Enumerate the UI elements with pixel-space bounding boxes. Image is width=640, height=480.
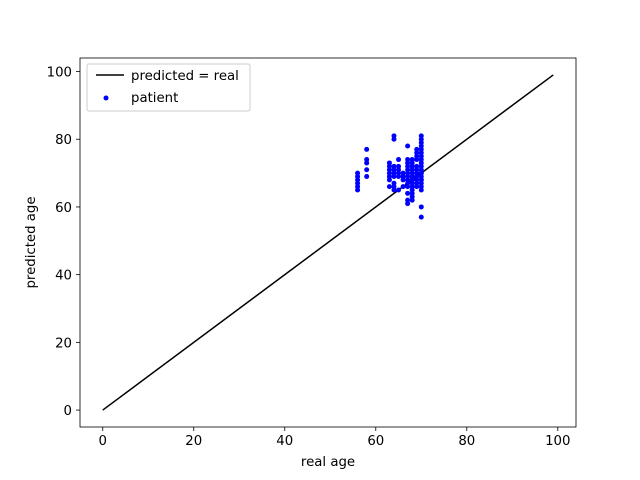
patient-point [391,180,397,186]
patient-point [364,167,370,173]
patient-point [396,163,402,169]
patient-point [364,157,370,163]
patient-point [414,163,420,169]
x-tick-label: 100 [545,434,570,449]
x-tick-label: 80 [458,434,475,449]
patient-point [364,173,370,179]
patient-point [418,204,424,210]
legend-box [86,63,251,112]
patient-point [405,143,411,149]
patient-point [405,197,411,203]
x-tick-label: 60 [367,434,384,449]
patient-point [364,146,370,152]
y-tick-label: 80 [55,133,72,148]
axes-frame [79,57,577,428]
x-axis-label: real age [301,455,355,470]
y-tick-label: 60 [55,201,72,216]
patient-point [386,160,392,166]
y-tick-label: 100 [47,66,72,81]
patient-point [405,190,411,196]
patient-point [400,184,406,190]
x-tick-label: 0 [99,434,107,449]
patient-point [400,170,406,176]
patient-point [391,163,397,169]
patient-point [405,157,411,163]
x-tick-label: 40 [276,434,293,449]
legend-point-swatch [103,95,109,101]
patient-point [355,170,361,176]
patient-point [414,146,420,152]
patient-point [418,170,424,176]
patient-point [418,214,424,220]
patient-point [396,187,402,193]
x-tick-label: 20 [185,434,202,449]
y-tick-label: 0 [64,404,72,419]
y-tick-label: 20 [55,336,72,351]
plot-area [102,74,554,411]
identity-line [102,74,554,411]
y-tick-label: 40 [55,269,72,284]
patient-point [418,177,424,183]
patient-point [396,157,402,163]
y-axis-label: predicted age [24,196,39,288]
tick-layer: 0 20 40 60 80 100 0 20 40 60 80 100 [47,66,571,449]
legend-label-line: predicted = real [131,69,239,84]
patient-point [391,133,397,139]
patient-point [409,157,415,163]
patient-point [418,133,424,139]
legend: predicted = real patient [86,63,251,112]
legend-label-points: patient [131,91,178,106]
patient-point [386,184,392,190]
